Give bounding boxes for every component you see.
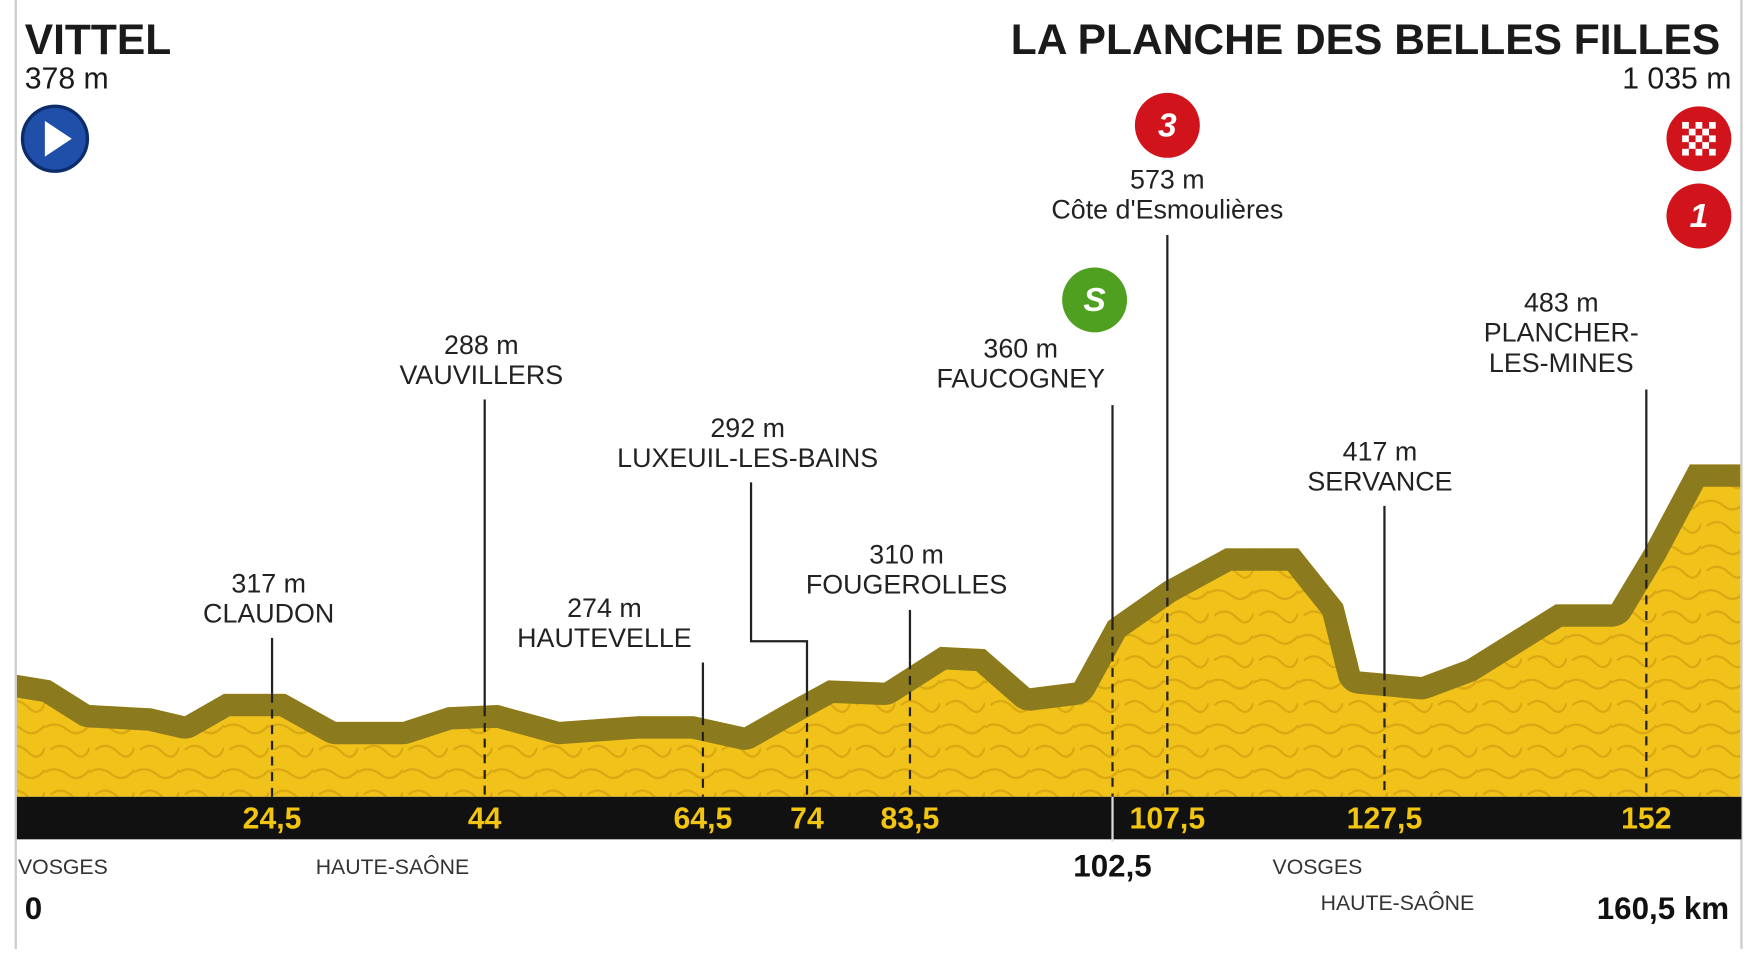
profile (16, 464, 1741, 797)
finish-km: 160,5 km (1597, 891, 1729, 926)
place-altitude: 360 m (983, 333, 1058, 363)
place-altitude: 317 m (231, 568, 306, 598)
climb-category: 1 (1690, 198, 1709, 235)
place-name: PLANCHER- (1484, 318, 1639, 348)
place-name: HAUTEVELLE (517, 623, 692, 653)
km-bar (16, 796, 1742, 840)
checker-square (1708, 148, 1716, 156)
climb-badge (1134, 92, 1200, 158)
checker-square (1702, 142, 1709, 149)
km-label: 74 (790, 802, 824, 835)
place-altitude: 573 m (1130, 164, 1205, 194)
checker-square (1708, 121, 1716, 129)
finish-altitude: 1 035 m (1622, 63, 1731, 96)
km-label: 107,5 (1130, 802, 1206, 835)
climb-category: S (1083, 282, 1106, 319)
climb-badge (1666, 183, 1732, 249)
department: VOSGES (1273, 855, 1363, 879)
km-label: 83,5 (881, 802, 940, 835)
checker-square (1682, 135, 1689, 143)
climb-category: 3 (1158, 107, 1177, 144)
place-name: FOUGEROLLES (806, 570, 1007, 600)
place-altitude: 274 m (567, 593, 642, 623)
place-name: CLAUDON (203, 599, 334, 629)
place-altitude: 310 m (869, 539, 944, 569)
km-label: 24,5 (243, 802, 302, 835)
checker-square (1695, 121, 1703, 129)
department: VOSGES (18, 855, 108, 879)
km-label: 152 (1621, 802, 1671, 835)
marker-line (749, 482, 809, 692)
km-label: 102,5 (1073, 849, 1151, 884)
km-label: 44 (468, 802, 502, 835)
climb-badge (1062, 267, 1128, 333)
start-icon (44, 120, 72, 157)
checker-square (1695, 148, 1703, 156)
checker-square (1708, 135, 1716, 143)
km-label: 127,5 (1347, 802, 1423, 835)
place-name: SERVANCE (1307, 467, 1452, 497)
finish-name: LA PLANCHE DES BELLES FILLES (1011, 17, 1720, 64)
checker-square (1688, 128, 1696, 136)
place-name: VAUVILLERS (400, 360, 564, 390)
place-name: Côte d'Esmoulières (1051, 195, 1283, 225)
checker-square (1702, 128, 1709, 136)
place-altitude: 417 m (1343, 436, 1418, 466)
checker-square (1688, 142, 1696, 149)
km-label: 64,5 (674, 802, 733, 835)
checker-square (1682, 148, 1689, 156)
place-name: FAUCOGNEY (936, 364, 1105, 394)
place-name: LUXEUIL-LES-BAINS (617, 443, 878, 473)
place-altitude: 292 m (710, 413, 785, 443)
place-altitude: 288 m (444, 330, 519, 360)
place-name: LES-MINES (1489, 348, 1634, 378)
checker-square (1682, 121, 1689, 129)
terrain (16, 464, 1741, 797)
start-km: 0 (25, 891, 42, 926)
place-altitude: 483 m (1524, 287, 1599, 317)
department: HAUTE-SAÔNE (316, 854, 470, 879)
department: HAUTE-SAÔNE (1321, 890, 1475, 915)
checkered (1682, 121, 1716, 156)
checker-square (1695, 135, 1703, 143)
start-altitude: 378 m (25, 63, 109, 96)
start-name: VITTEL (25, 17, 171, 64)
